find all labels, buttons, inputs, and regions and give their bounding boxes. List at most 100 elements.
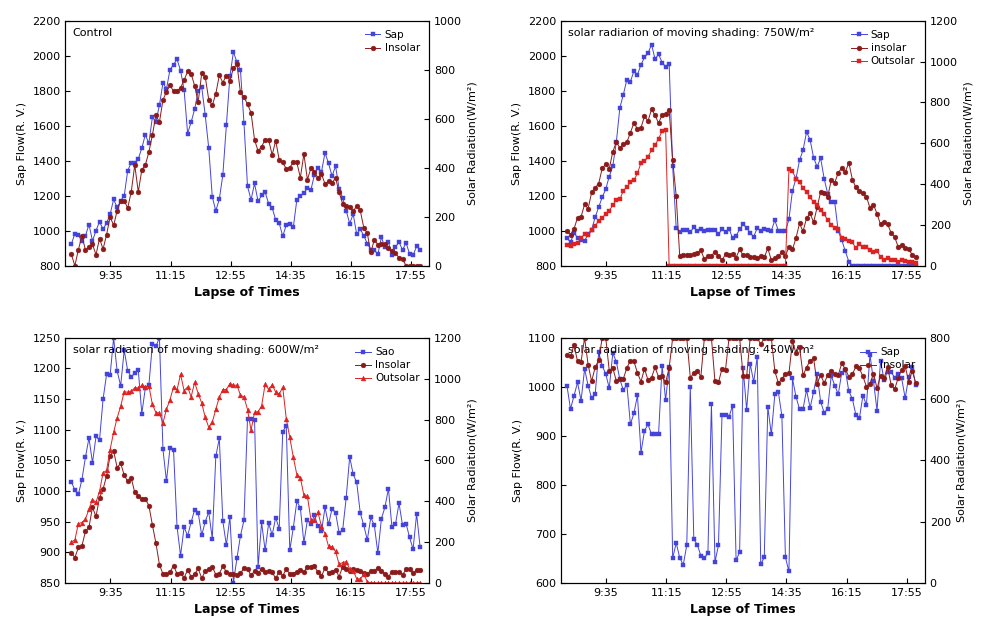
Sao — [414, 544, 426, 551]
Sap — [414, 246, 426, 254]
Sap — [133, 155, 145, 163]
Line: Sao: Sao — [69, 335, 423, 585]
Outsolar — [133, 384, 145, 392]
Line: Outsolar: Outsolar — [564, 127, 918, 268]
Outsolar — [899, 257, 911, 265]
Sap — [147, 113, 158, 121]
Outsolar — [776, 262, 788, 270]
Sap — [248, 180, 260, 187]
X-axis label: Lapse of Times: Lapse of Times — [194, 603, 300, 617]
Sap — [910, 381, 922, 389]
Insolar — [393, 254, 405, 261]
Sap — [228, 48, 240, 56]
Sap — [645, 430, 657, 438]
Sap — [277, 232, 289, 240]
Outsolar — [174, 370, 186, 378]
insolar — [899, 244, 911, 252]
Sao — [393, 499, 405, 507]
X-axis label: Lapse of Times: Lapse of Times — [194, 286, 300, 299]
Legend: Sap, insolar, Outsolar: Sap, insolar, Outsolar — [846, 26, 920, 70]
insolar — [776, 249, 788, 256]
Outsolar — [889, 256, 901, 264]
Insolar — [744, 334, 756, 342]
Sap — [772, 227, 784, 235]
Sap — [744, 360, 756, 368]
Outsolar — [65, 538, 77, 546]
Insolar — [108, 447, 120, 454]
Insolar — [414, 566, 426, 573]
Line: Sap: Sap — [564, 42, 918, 268]
Insolar — [910, 379, 922, 387]
Insolar — [136, 166, 148, 173]
Y-axis label: Sap Flow(R. V.): Sap Flow(R. V.) — [17, 419, 27, 502]
Y-axis label: Solar Radiation(W/m²): Solar Radiation(W/m²) — [963, 81, 973, 205]
Text: solar radiarion of moving shading: 750W/m²: solar radiarion of moving shading: 750W/… — [568, 28, 815, 38]
Insolar — [252, 147, 264, 154]
Sao — [252, 563, 264, 571]
Insolar — [149, 539, 161, 547]
Y-axis label: Solar Radiation(W/m²): Solar Radiation(W/m²) — [956, 399, 966, 522]
Outsolar — [414, 579, 426, 587]
Line: Insolar: Insolar — [69, 62, 423, 268]
Insolar — [136, 495, 148, 503]
X-axis label: Lapse of Times: Lapse of Times — [690, 286, 796, 299]
Text: solar radiation of moving shading: 600W/m²: solar radiation of moving shading: 600W/… — [72, 345, 319, 355]
Sap — [899, 262, 911, 270]
Sap — [400, 239, 412, 247]
Outsolar — [643, 153, 654, 160]
Outsolar — [659, 126, 671, 134]
insolar — [628, 119, 640, 127]
Sap — [407, 251, 419, 259]
Outsolar — [248, 409, 260, 417]
Insolar — [404, 566, 416, 573]
insolar — [910, 253, 922, 260]
insolar — [645, 106, 657, 113]
Outsolar — [393, 579, 405, 587]
Outsolar — [628, 177, 640, 184]
Line: Outsolar: Outsolar — [69, 372, 423, 586]
Outsolar — [277, 384, 289, 391]
Sao — [228, 579, 240, 587]
Legend: Sao, Insolar, Outsolar: Sao, Insolar, Outsolar — [351, 343, 424, 387]
insolar — [716, 256, 728, 264]
insolar — [747, 254, 759, 261]
Insolar — [632, 369, 644, 377]
Legend: Sap, Insolar: Sap, Insolar — [360, 26, 424, 58]
Insolar — [149, 111, 161, 119]
Legend: Sap, Insolar: Sap, Insolar — [856, 343, 920, 375]
Sao — [404, 534, 416, 541]
Sap — [910, 262, 922, 270]
Line: Insolar: Insolar — [564, 335, 918, 392]
Sap — [643, 49, 654, 57]
Line: Sap: Sap — [69, 49, 423, 258]
Insolar — [889, 385, 901, 393]
Sao — [149, 342, 161, 350]
Insolar — [561, 351, 573, 359]
Outsolar — [147, 401, 158, 408]
Outsolar — [561, 241, 573, 249]
Insolar — [69, 262, 81, 270]
Sao — [108, 334, 120, 342]
Insolar — [578, 334, 590, 342]
Sap — [561, 382, 573, 390]
Insolar — [393, 568, 405, 575]
Sap — [744, 229, 756, 237]
Text: solar radiation of moving shading: 450W/m²: solar radiation of moving shading: 450W/… — [568, 345, 815, 355]
Insolar — [231, 60, 243, 68]
Text: Control: Control — [72, 28, 113, 38]
Insolar — [248, 567, 260, 575]
Insolar — [772, 379, 784, 387]
Outsolar — [663, 262, 675, 270]
Insolar — [280, 566, 292, 573]
Insolar — [404, 262, 416, 270]
Sao — [136, 410, 148, 417]
Insolar — [899, 363, 911, 370]
Insolar — [269, 575, 281, 582]
Sap — [628, 67, 640, 75]
Sap — [846, 262, 858, 270]
Insolar — [885, 381, 897, 389]
Sap — [783, 568, 795, 575]
Sap — [772, 389, 784, 396]
insolar — [643, 117, 654, 125]
Sap — [889, 262, 901, 270]
